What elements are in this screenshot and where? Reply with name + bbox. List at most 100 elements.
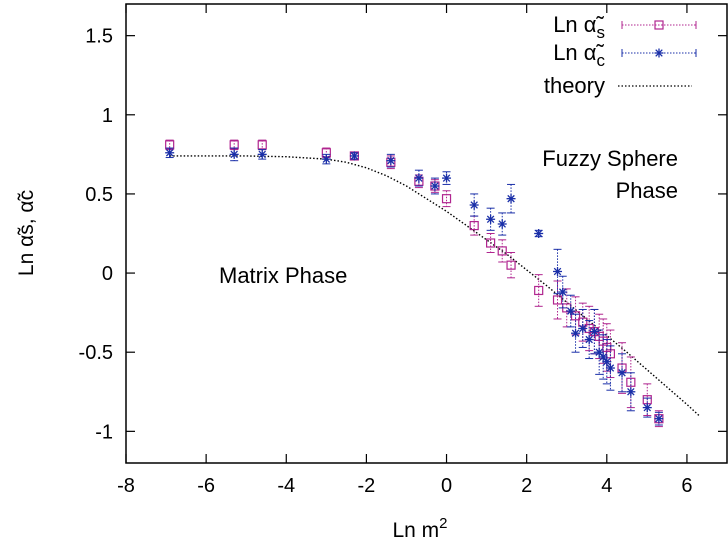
data-point-s bbox=[469, 220, 479, 231]
data-point-s bbox=[497, 246, 507, 256]
x-tick-label: 0 bbox=[441, 475, 452, 497]
legend-label-subscript: c bbox=[597, 51, 606, 70]
star-stroke bbox=[230, 150, 238, 159]
x-tick-label: -6 bbox=[197, 475, 215, 497]
x-tick-label: -4 bbox=[277, 475, 295, 497]
annotation-label: Phase bbox=[616, 178, 678, 203]
data-point-c bbox=[558, 287, 568, 297]
data-point-c bbox=[617, 368, 627, 378]
star-stroke bbox=[258, 150, 266, 159]
data-point-c bbox=[605, 363, 615, 373]
data-point-c bbox=[589, 327, 599, 337]
y-tick-label: 0.5 bbox=[85, 184, 113, 206]
star-stroke bbox=[553, 267, 562, 276]
star-stroke bbox=[579, 324, 587, 333]
data-point-c bbox=[566, 306, 576, 316]
data-point-c bbox=[654, 414, 664, 424]
data-point-s bbox=[570, 311, 581, 321]
data-point-c bbox=[497, 219, 507, 229]
data-point-c bbox=[626, 387, 636, 397]
star-stroke bbox=[322, 155, 331, 163]
data-point-s bbox=[257, 140, 267, 150]
data-point-c bbox=[602, 357, 612, 367]
axis-labels: Ln m2 Ln α̃s, α̃c bbox=[15, 190, 448, 542]
data-point-s bbox=[486, 238, 496, 248]
legend-marker-square bbox=[654, 20, 664, 30]
legend: Ln α̃sLn α̃c theory bbox=[544, 12, 697, 98]
annotations: Fuzzy Sphere Phase Matrix Phase bbox=[219, 146, 678, 288]
data-point-s bbox=[534, 285, 544, 296]
y-tick-label: -1 bbox=[95, 421, 113, 443]
data-point-c bbox=[229, 149, 239, 159]
data-point-s bbox=[441, 194, 452, 204]
star-stroke bbox=[566, 307, 575, 315]
y-tick-label: 1 bbox=[102, 105, 113, 127]
star-stroke bbox=[470, 201, 478, 209]
legend-label: Ln α̃c bbox=[553, 40, 605, 70]
y-axis-label: Ln α̃s, α̃c bbox=[15, 190, 38, 276]
data-point-c bbox=[553, 266, 563, 276]
y-tick-label: 1.5 bbox=[85, 26, 113, 48]
data-point-c bbox=[534, 229, 544, 238]
star-stroke bbox=[350, 152, 359, 160]
x-tick-label: -8 bbox=[117, 475, 135, 497]
data-point-s bbox=[506, 260, 516, 270]
star-stroke bbox=[165, 149, 174, 157]
data-point-c bbox=[349, 151, 359, 161]
data-point-c bbox=[578, 323, 588, 333]
star-stroke bbox=[627, 388, 635, 396]
x-axis-label: Ln m2 bbox=[392, 515, 447, 542]
star-stroke bbox=[486, 215, 495, 224]
data-point-c bbox=[414, 173, 424, 183]
annotation-label: Matrix Phase bbox=[219, 263, 347, 288]
series-alpha-c bbox=[165, 147, 664, 426]
data-point-c bbox=[506, 194, 516, 204]
star-stroke bbox=[431, 182, 439, 190]
star-stroke bbox=[415, 174, 423, 182]
legend-label-subscript: s bbox=[597, 23, 606, 42]
data-point-c bbox=[442, 173, 452, 183]
data-point-c bbox=[642, 403, 652, 413]
legend-label: theory bbox=[544, 73, 605, 98]
annotation-label: Fuzzy Sphere bbox=[542, 146, 678, 171]
x-tick-label: 6 bbox=[681, 475, 692, 497]
theory-line bbox=[169, 155, 700, 417]
data-point-c bbox=[571, 328, 581, 338]
star-stroke bbox=[571, 329, 580, 337]
data-point-c bbox=[469, 200, 479, 210]
star-stroke bbox=[655, 414, 663, 423]
theory-curve bbox=[169, 155, 700, 417]
star-stroke bbox=[618, 369, 626, 377]
data-point-c bbox=[430, 181, 440, 191]
plot-area bbox=[125, 3, 728, 464]
star-stroke bbox=[442, 174, 451, 182]
star-stroke bbox=[558, 288, 567, 296]
data-point-c bbox=[598, 352, 608, 362]
x-tick-label: 2 bbox=[521, 475, 532, 497]
star-stroke bbox=[585, 335, 593, 344]
star-stroke bbox=[655, 49, 663, 57]
star-stroke bbox=[534, 229, 543, 238]
data-point-s bbox=[552, 295, 563, 305]
legend-label: Ln α̃s bbox=[553, 12, 605, 42]
data-point-c bbox=[584, 335, 594, 345]
x-tick-label: -2 bbox=[358, 475, 376, 497]
data-point-c bbox=[321, 154, 331, 164]
data-point-c bbox=[486, 214, 496, 224]
y-tick-label: -0.5 bbox=[79, 342, 113, 364]
axis-ticks bbox=[125, 4, 727, 463]
star-stroke bbox=[643, 403, 652, 412]
legend-marker-star bbox=[654, 48, 664, 58]
x-axis-label-superscript: 2 bbox=[439, 515, 447, 532]
data-point-c bbox=[257, 149, 267, 159]
tick-labels: -8 -6 -4 -2 0 2 4 6 -1 -0.5 0 0.5 1 1.5 bbox=[79, 26, 693, 497]
x-tick-label: 4 bbox=[601, 475, 612, 497]
plot-border bbox=[125, 3, 728, 464]
star-stroke bbox=[595, 348, 603, 356]
star-stroke bbox=[599, 353, 607, 361]
star-stroke bbox=[606, 364, 615, 372]
data-point-c bbox=[386, 156, 396, 166]
star-stroke bbox=[387, 156, 395, 165]
star-stroke bbox=[590, 327, 599, 336]
